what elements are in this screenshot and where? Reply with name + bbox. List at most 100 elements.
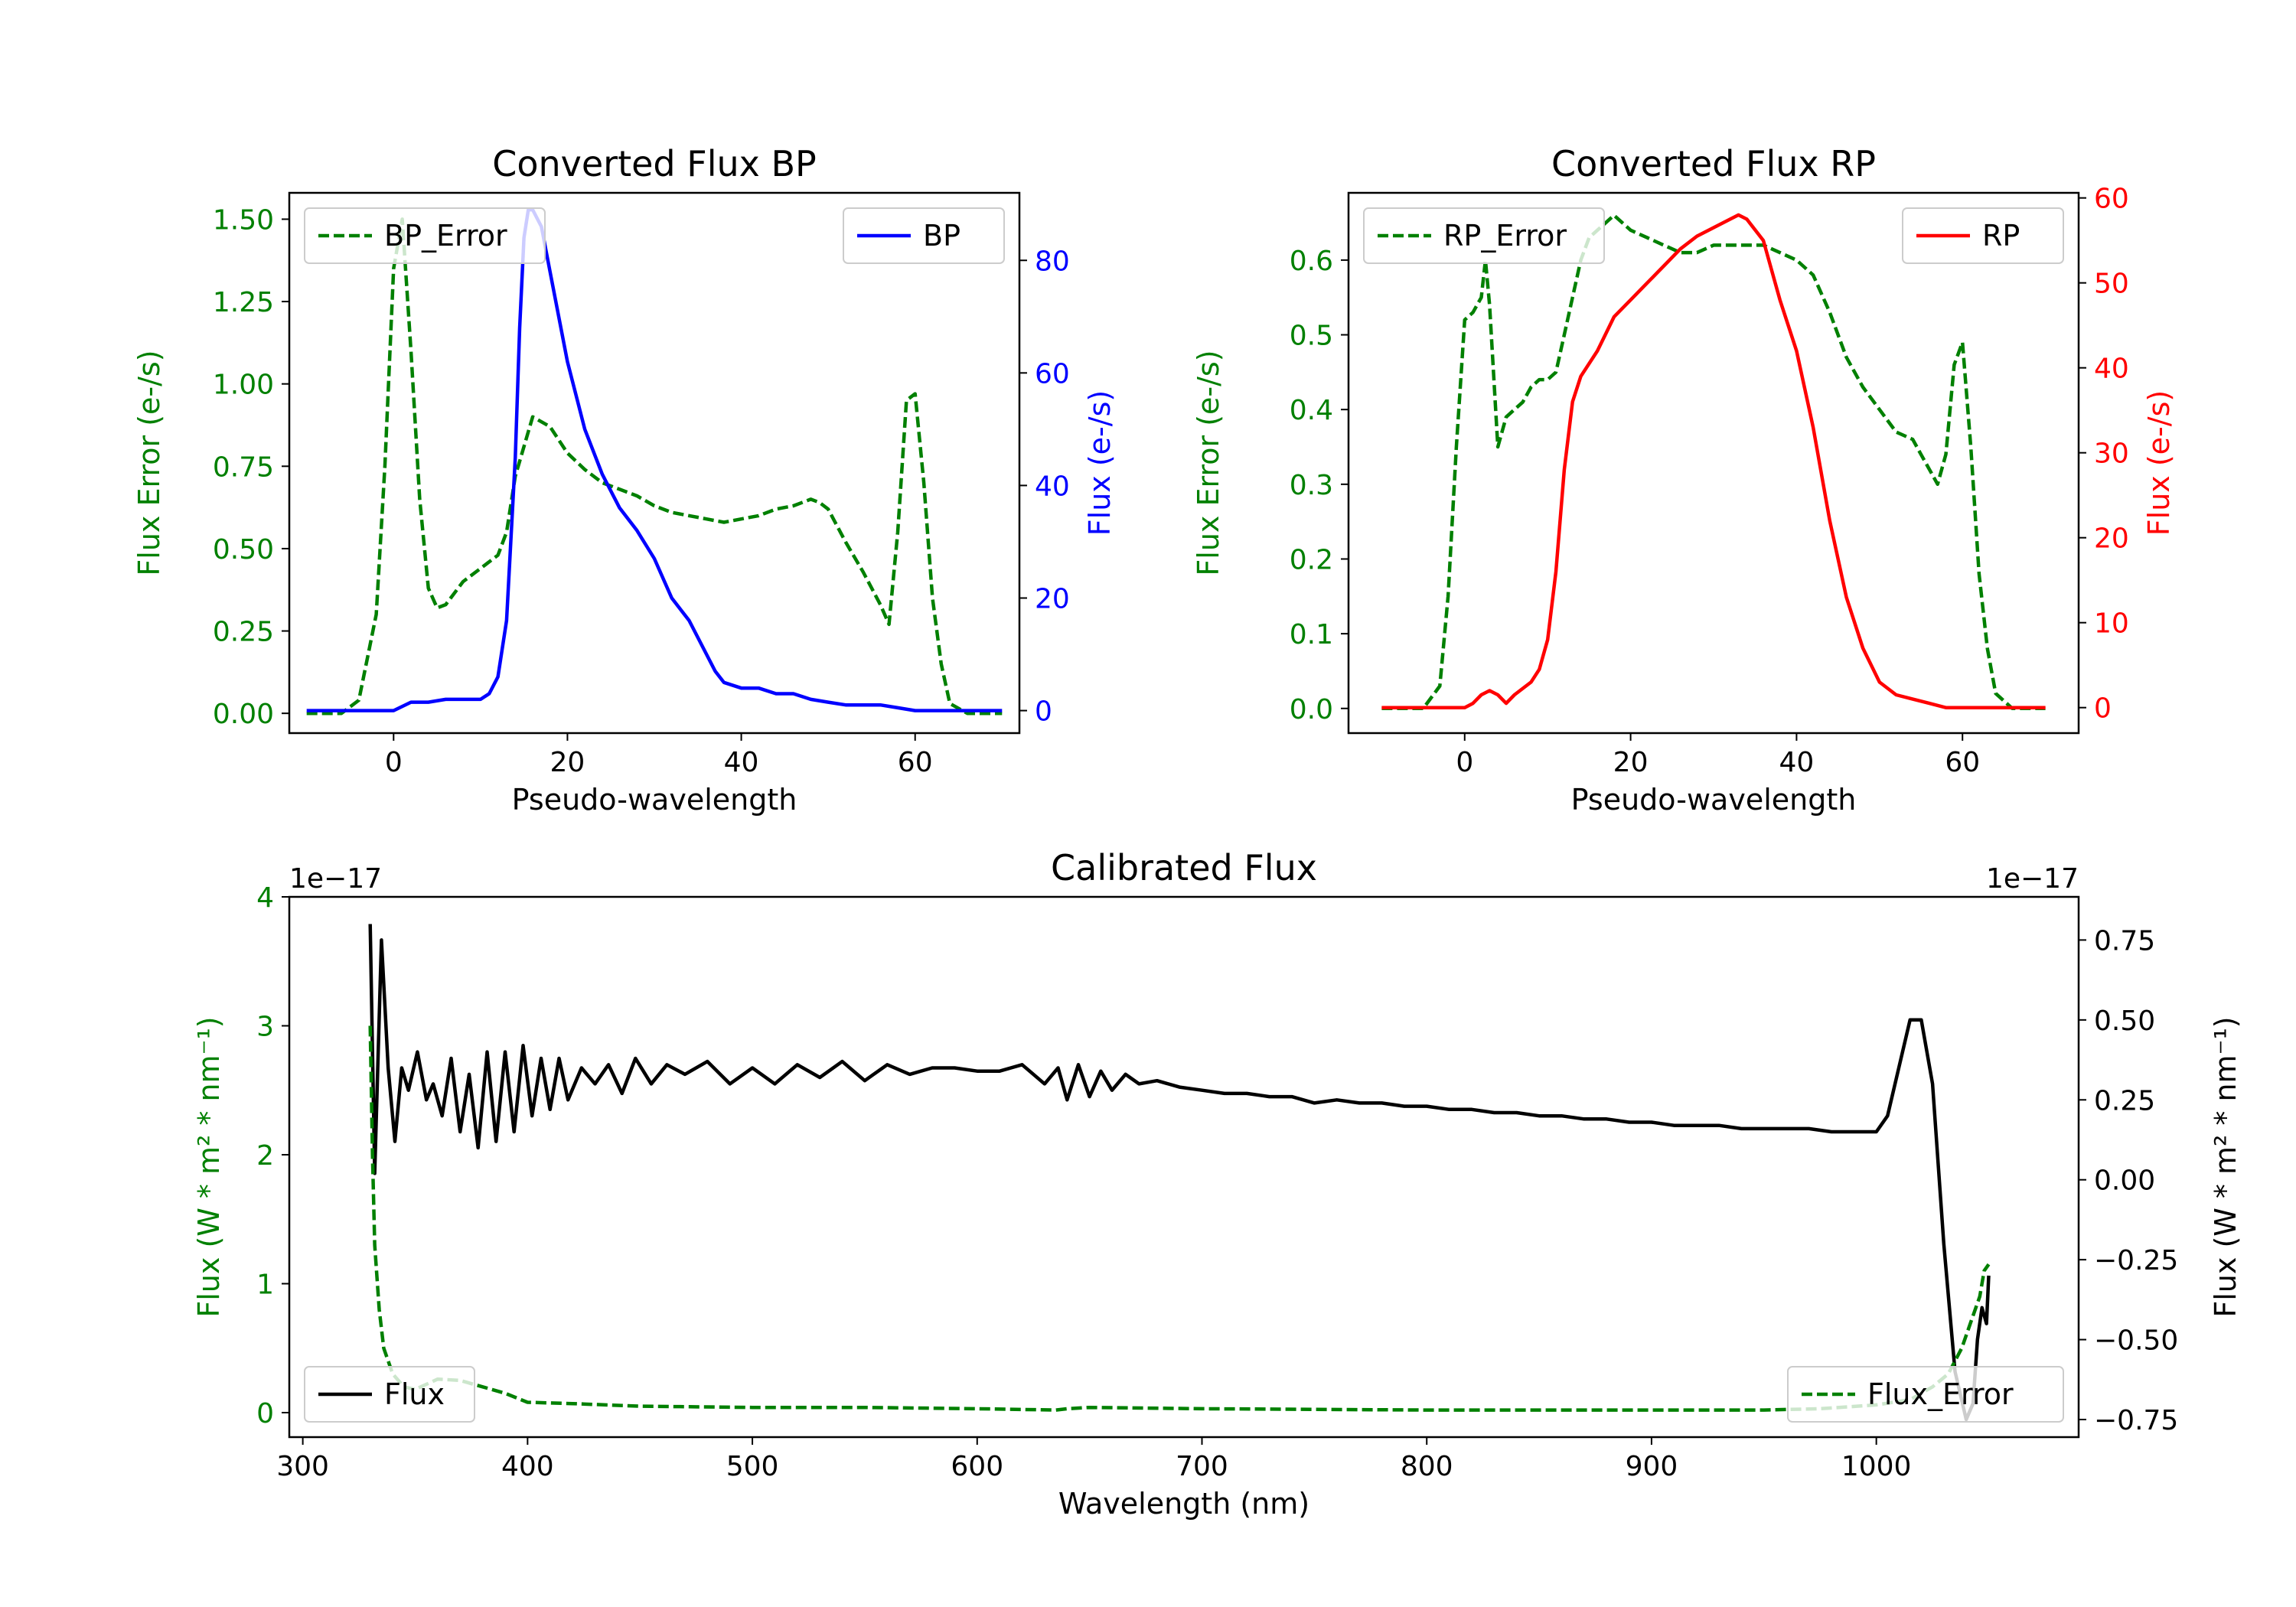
series-group	[1381, 213, 2046, 711]
y-right-axis-label: Flux (W * m² * nm⁻¹)	[2209, 1016, 2242, 1317]
legend-error: RP_Error	[1363, 207, 1605, 264]
y-right-tick-label: 0.00	[2094, 1165, 2155, 1197]
legend-label: BP_Error	[384, 219, 507, 253]
y-left-tick-label: 1.25	[213, 287, 274, 318]
x-tick-label: 800	[1401, 1451, 1453, 1482]
x-tick-label: 1000	[1841, 1451, 1912, 1482]
calibrated-panel: 300 400 500 600 700 800 900 1000 0 1 2 3 4 −0.75 −0.50…	[192, 847, 2242, 1521]
y-left-tick-label: 0.50	[213, 534, 274, 566]
y-left-offset-text: 1e−17	[289, 863, 382, 895]
y-right-tick-label: 60	[1035, 358, 1070, 390]
rp-panel: 0 20 40 60 0.0 0.1 0.2 0.3 0.4 0.5 0.6 0 10 20 30 40 50 6…	[1192, 143, 2176, 817]
y-left-tick-label: 1	[256, 1269, 274, 1300]
x-tick-label: 900	[1626, 1451, 1678, 1482]
y-right-tick-label: 0.25	[2094, 1085, 2155, 1116]
y-left-tick-label: 0.6	[1290, 246, 1333, 277]
x-tick-label: 700	[1176, 1451, 1228, 1482]
y-right-tick-label: 80	[1035, 246, 1070, 277]
y-left-tick-label: 0.0	[1290, 694, 1333, 725]
series-line-bp-error	[306, 217, 1003, 715]
y-left-tick-label: 3	[256, 1011, 274, 1042]
x-tick-label: 20	[550, 747, 585, 778]
legend-flux: BP	[843, 207, 1005, 264]
y-right-tick-label: −0.25	[2094, 1245, 2178, 1276]
x-tick-label: 400	[501, 1451, 554, 1482]
plot-title: Calibrated Flux	[1051, 847, 1317, 888]
bp-panel: 0 20 40 60 0.00 0.25 0.50 0.75 1.00 1.25 1.50 0 20 40…	[132, 143, 1117, 817]
legend-error: Flux_Error	[1787, 1366, 2064, 1423]
legend-label: Flux_Error	[1867, 1377, 2014, 1411]
y-left-axis-label: Flux (W * m² * nm⁻¹)	[192, 1016, 226, 1317]
legend-flux: RP	[1902, 207, 2064, 264]
y-right-tick-label: 0	[2094, 693, 2112, 725]
x-tick-label: 500	[726, 1451, 779, 1482]
y-right-tick-label: 0	[1035, 696, 1052, 728]
plot-title: Converted Flux RP	[1551, 143, 1876, 184]
y-left-tick-label: 4	[256, 882, 274, 914]
y-right-tick-label: 0.50	[2094, 1006, 2155, 1037]
y-left-tick-label: 0.4	[1290, 395, 1333, 426]
y-right-tick-label: 30	[2094, 438, 2129, 470]
legend-box	[1787, 1366, 2064, 1423]
y-left-tick-label: 0.2	[1290, 544, 1333, 575]
y-right-tick-label: 20	[2094, 523, 2129, 555]
series-line-bp	[306, 207, 1003, 712]
y-left-tick-label: 0.00	[213, 699, 274, 730]
y-right-tick-label: −0.75	[2094, 1405, 2178, 1436]
legend-error: BP_Error	[304, 207, 546, 264]
x-tick-label: 40	[724, 747, 759, 778]
y-left-axis-label: Flux Error (e-/s)	[132, 350, 166, 575]
y-right-axis-label: Flux (e-/s)	[2142, 390, 2176, 536]
x-tick-label: 40	[1779, 747, 1815, 778]
y-right-tick-label: 20	[1035, 584, 1070, 615]
x-tick-label: 300	[276, 1451, 329, 1482]
x-tick-label: 600	[951, 1451, 1003, 1482]
legend-box	[843, 207, 1005, 264]
axes-frame	[288, 895, 2080, 1439]
y-right-tick-label: 10	[2094, 608, 2129, 640]
y-left-tick-label: 2	[256, 1140, 274, 1172]
y-right-tick-label: −0.50	[2094, 1325, 2178, 1357]
y-left-tick-label: 0.75	[213, 451, 274, 483]
x-tick-label: 60	[1945, 747, 1980, 778]
y-left-axis-label: Flux Error (e-/s)	[1192, 350, 1225, 575]
y-right-tick-label: 40	[2094, 354, 2129, 385]
plot-title: Converted Flux BP	[492, 143, 817, 184]
y-left-tick-label: 0.25	[213, 617, 274, 648]
y-left-tick-label: 1.00	[213, 370, 274, 401]
y-left-tick-label: 1.50	[213, 204, 274, 236]
series-group	[306, 207, 1003, 715]
legend-flux: Flux	[304, 1366, 475, 1423]
legend-label: Flux	[384, 1377, 445, 1411]
axes-frame	[1347, 191, 2080, 735]
x-axis-label: Wavelength (nm)	[1058, 1487, 1309, 1521]
legend-box	[1902, 207, 2064, 264]
legend-box	[1363, 207, 1605, 264]
x-tick-label: 20	[1613, 747, 1649, 778]
y-right-tick-label: 0.75	[2094, 925, 2155, 957]
y-right-axis-label: Flux (e-/s)	[1083, 390, 1117, 536]
y-left-tick-label: 0	[256, 1398, 274, 1429]
series-line-rp-error	[1381, 214, 2046, 711]
x-tick-label: 0	[385, 747, 403, 778]
y-right-tick-label: 50	[2094, 269, 2129, 300]
y-right-tick-label: 40	[1035, 471, 1070, 502]
y-left-tick-label: 0.5	[1290, 321, 1333, 352]
axes-frame	[288, 191, 1021, 735]
legend-label: BP	[923, 219, 960, 253]
x-axis-label: Pseudo-wavelength	[1571, 783, 1857, 817]
x-tick-label: 60	[898, 747, 933, 778]
y-left-tick-label: 0.1	[1290, 619, 1333, 650]
legend-label: RP	[1982, 219, 2020, 253]
legend-box	[304, 1366, 475, 1423]
y-left-tick-label: 0.3	[1290, 470, 1333, 501]
legend-label: RP_Error	[1443, 219, 1567, 253]
y-right-tick-label: 60	[2094, 184, 2129, 215]
y-right-offset-text: 1e−17	[1986, 863, 2079, 895]
legend-box	[304, 207, 546, 264]
series-line-flux	[368, 924, 1991, 1422]
x-axis-label: Pseudo-wavelength	[512, 783, 797, 817]
x-tick-label: 0	[1456, 747, 1473, 778]
series-line-rp	[1381, 213, 2046, 709]
